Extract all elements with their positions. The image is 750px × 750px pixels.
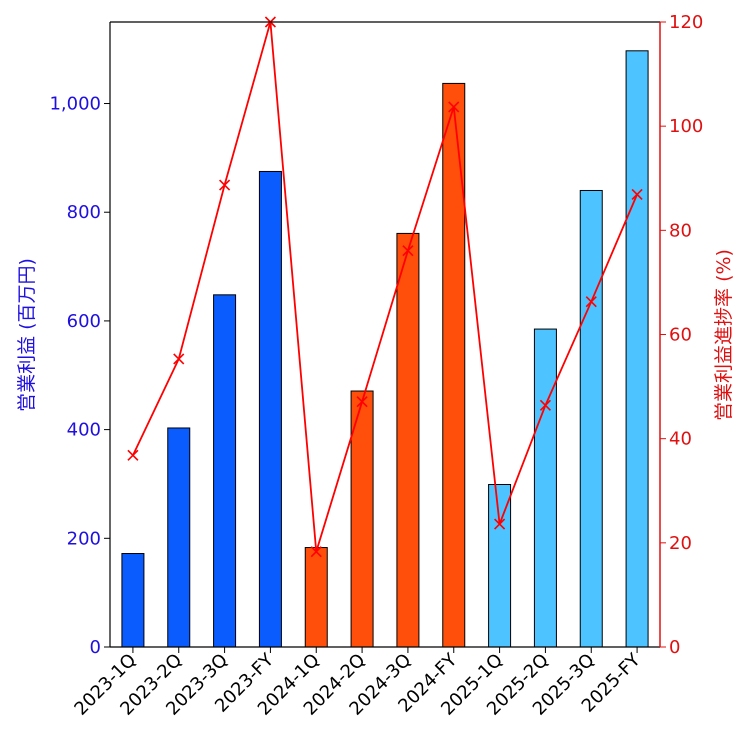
right-tick-label: 0 <box>669 637 680 658</box>
progress-marker-2024-1Q <box>310 546 322 558</box>
progress-line-group <box>127 16 643 558</box>
right-tick-label: 40 <box>669 429 692 450</box>
left-tick-label: 1,000 <box>49 94 101 115</box>
bar-2025-3Q <box>579 189 603 648</box>
progress-marker-2025-FY <box>631 188 643 200</box>
right-tick-label: 80 <box>669 220 692 241</box>
bar-2024-3Q <box>396 232 420 648</box>
right-tick-label: 100 <box>669 116 703 137</box>
x-axis-ticks: 2023-1Q2023-2Q2023-3Q2023-FY2024-1Q2024-… <box>70 647 645 720</box>
right-axis-ticks: 0 20 40 60 80 100 120 <box>660 12 703 658</box>
bar-2023-FY <box>258 170 282 648</box>
bar-2023-3Q <box>213 294 237 648</box>
progress-marker-2023-1Q <box>127 449 139 461</box>
bar-2024-1Q <box>304 547 328 648</box>
bar-2025-FY <box>625 50 649 648</box>
progress-marker-2023-3Q <box>219 179 231 191</box>
progress-marker-2024-FY <box>448 101 460 113</box>
left-tick-label: 600 <box>67 311 101 332</box>
right-tick-label: 20 <box>669 533 692 554</box>
bar-2023-2Q <box>167 427 191 648</box>
left-tick-label: 400 <box>67 420 101 441</box>
bar-2024-FY <box>442 82 466 648</box>
progress-marker-2024-3Q <box>402 245 414 257</box>
bar-2023-1Q <box>121 553 145 648</box>
bars-group <box>121 50 649 648</box>
y-axis-label-right: 営業利益進捗率 (%) <box>713 249 735 421</box>
right-tick-label: 60 <box>669 325 692 346</box>
left-tick-label: 0 <box>90 637 101 658</box>
progress-marker-2025-3Q <box>585 296 597 308</box>
progress-marker-2024-2Q <box>356 396 368 408</box>
bar-2025-1Q <box>488 484 512 648</box>
progress-marker-2025-2Q <box>539 399 551 411</box>
left-axis-ticks: 0 200 400 600 800 1,000 <box>49 94 110 658</box>
right-tick-label: 120 <box>669 12 703 33</box>
left-tick-label: 200 <box>67 528 101 549</box>
progress-marker-2023-2Q <box>173 353 185 365</box>
bar-2025-2Q <box>533 328 557 648</box>
left-tick-label: 800 <box>67 202 101 223</box>
progress-marker-2025-1Q <box>494 518 506 530</box>
progress-line <box>132 21 638 552</box>
y-axis-label-left: 営業利益 (百万円) <box>16 258 38 412</box>
